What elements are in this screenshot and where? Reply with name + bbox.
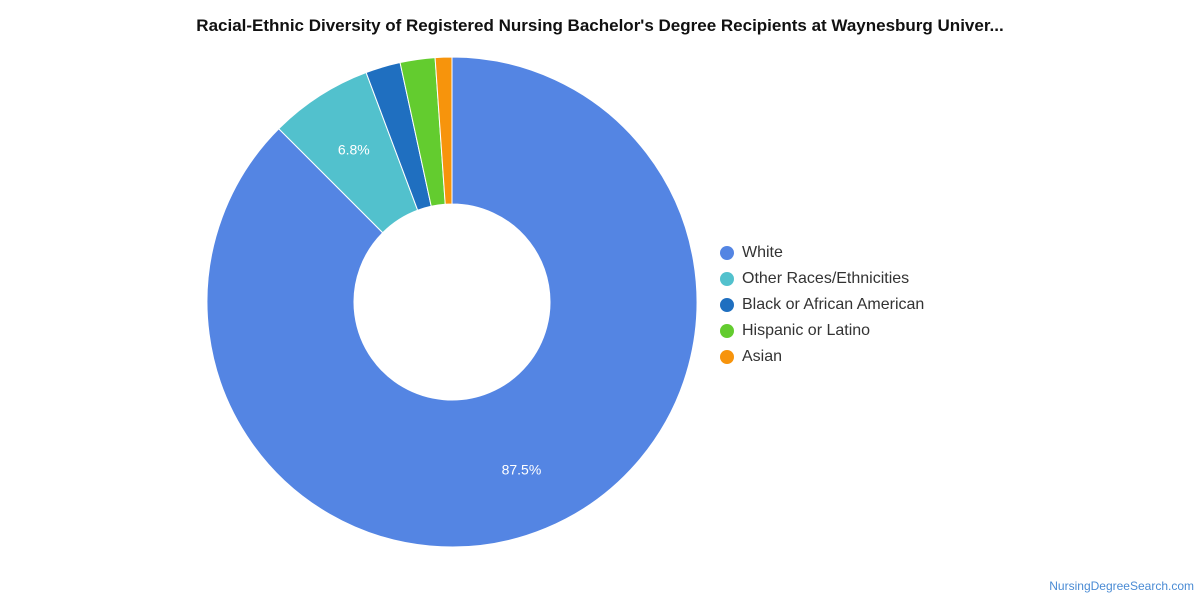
slice-label-white: 87.5% — [502, 462, 542, 478]
legend-swatch — [720, 272, 734, 286]
slice-white — [206, 56, 698, 548]
legend-item-hispanic-or-latino[interactable]: Hispanic or Latino — [720, 318, 924, 344]
source-link[interactable]: NursingDegreeSearch.com — [1049, 579, 1194, 593]
legend-label: White — [742, 244, 783, 261]
legend-label: Black or African American — [742, 296, 925, 313]
chart-title: Racial-Ethnic Diversity of Registered Nu… — [196, 16, 1004, 35]
chart-legend: White Other Races/Ethnicities Black or Afr… — [720, 240, 924, 370]
donut-slices — [206, 56, 698, 548]
legend-item-other-races-ethnicities[interactable]: Other Races/Ethnicities — [720, 266, 924, 292]
legend-label: Asian — [742, 348, 783, 365]
legend-swatch — [720, 350, 734, 364]
legend-swatch — [720, 246, 734, 260]
slice-labels: 87.5% 6.8% — [338, 141, 541, 477]
slice-asian — [434, 56, 453, 205]
legend-swatch — [720, 298, 734, 312]
slice-label-other-races-ethnicities: 6.8% — [338, 141, 370, 157]
legend-label: Other Races/Ethnicities — [742, 270, 910, 287]
legend-item-black-or-african-american[interactable]: Black or African American — [720, 292, 924, 318]
legend-label: Hispanic or Latino — [742, 322, 871, 339]
legend-item-asian[interactable]: Asian — [720, 344, 924, 370]
legend-swatch — [720, 324, 734, 338]
legend-item-white[interactable]: White — [720, 240, 924, 266]
